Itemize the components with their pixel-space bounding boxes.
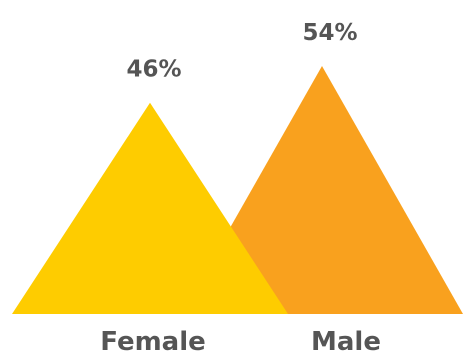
chart-marks <box>12 66 463 314</box>
triangle-male <box>181 66 463 314</box>
category-label-female: Female <box>100 327 206 355</box>
category-label-male: Male <box>311 327 381 355</box>
chart-labels: 46% Female 54% Male <box>100 20 381 355</box>
value-label-male: 54% <box>302 20 357 46</box>
value-label-female: 46% <box>126 57 181 83</box>
triangle-female <box>12 102 288 314</box>
